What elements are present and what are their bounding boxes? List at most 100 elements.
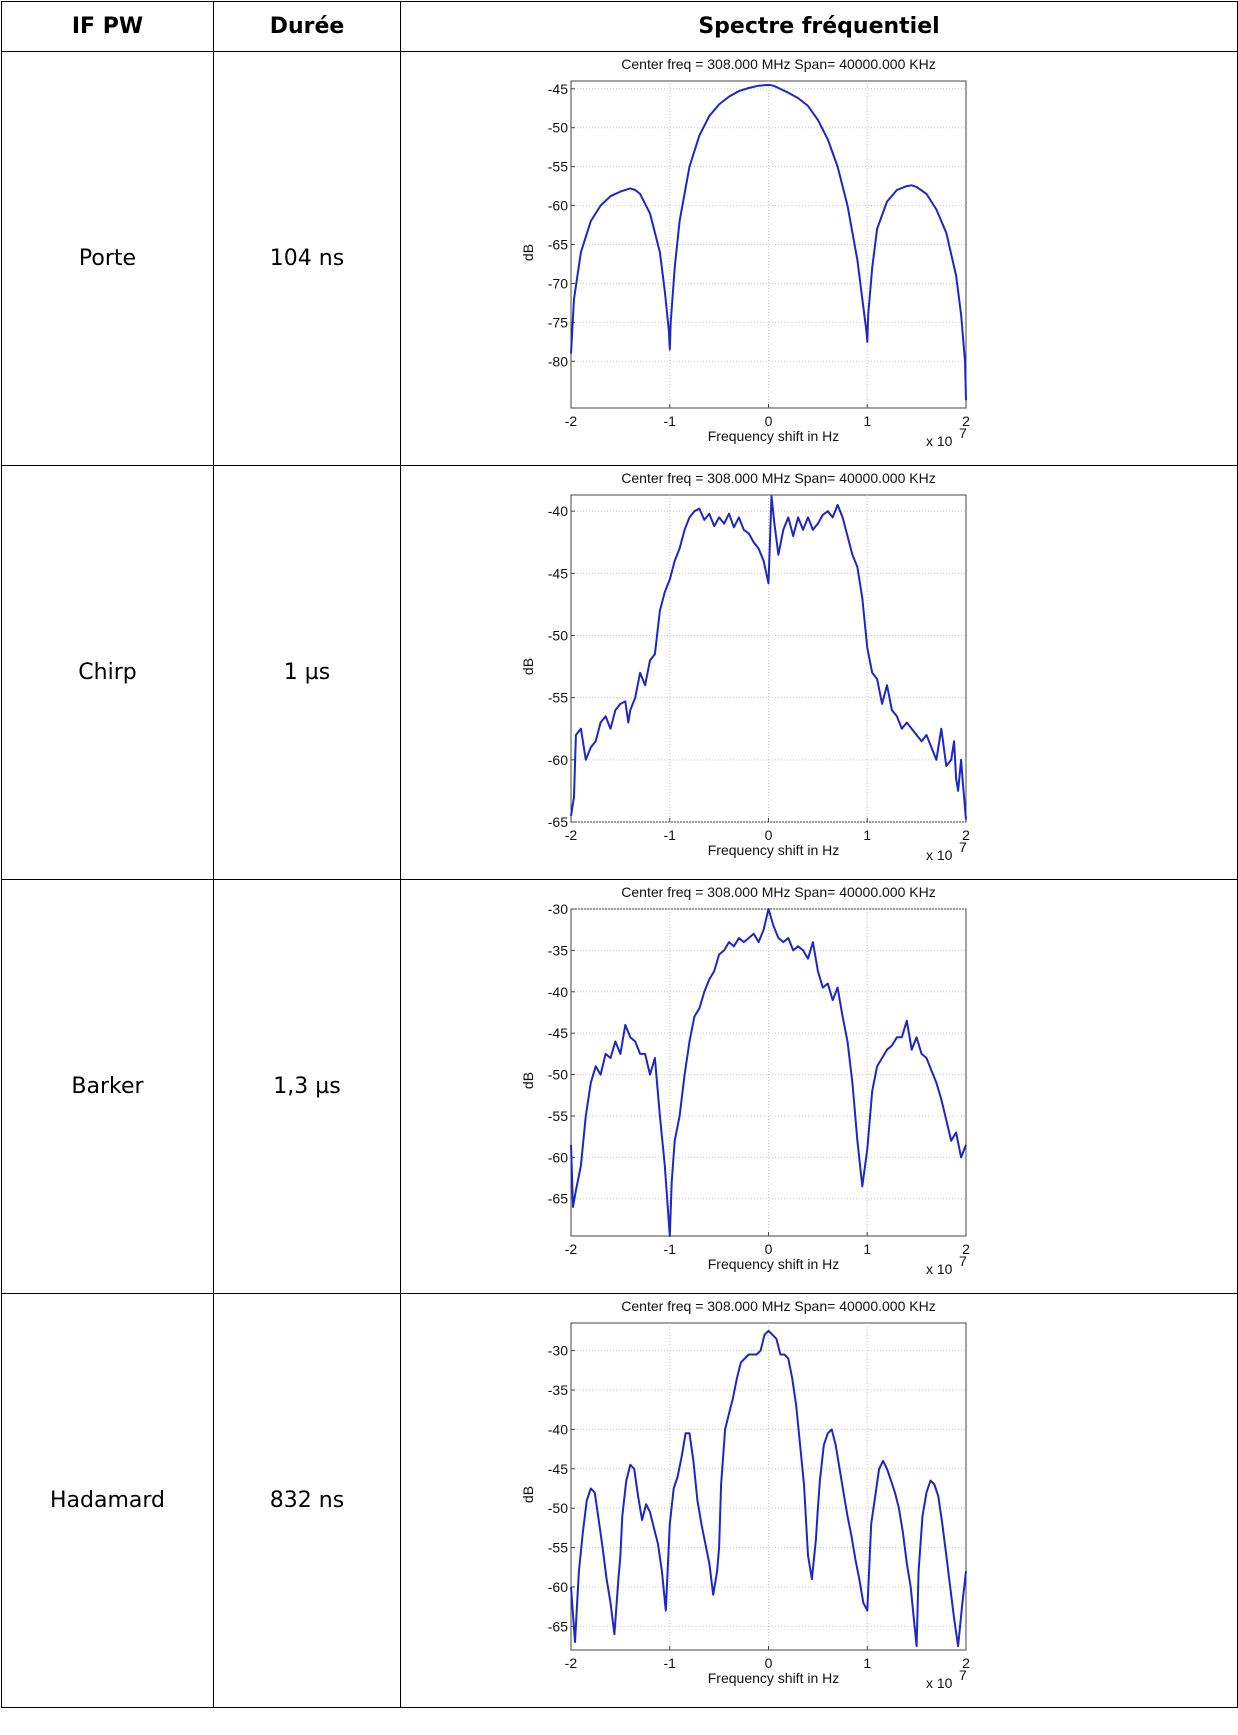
y-tick-label: -55 (548, 158, 568, 174)
chart-title: Center freq = 308.000 MHz Span= 40000.00… (621, 56, 935, 72)
header-duree: Durée (213, 1, 401, 52)
table-row: Porte 104 ns Center freq = 308.000 MHz S… (1, 51, 1238, 466)
y-tick-label: -35 (548, 1381, 568, 1397)
y-tick-label: -65 (548, 236, 568, 252)
x-tick-label: 1 (863, 827, 871, 843)
x-exponent-label: 7 (959, 1253, 967, 1269)
x-tick-label: 1 (863, 1655, 871, 1671)
header-row: IF PW Durée Spectre fréquentiel (1, 1, 1238, 52)
row-duration: 104 ns (213, 51, 401, 466)
chart-title: Center freq = 308.000 MHz Span= 40000.00… (621, 470, 935, 486)
y-axis-label: dB (520, 1071, 536, 1088)
plot-area (570, 908, 967, 1236)
x-tick-label: -1 (664, 413, 677, 429)
x-exponent-label: 7 (959, 1667, 967, 1683)
y-tick-label: -40 (548, 503, 568, 519)
y-tick-label: -45 (548, 80, 568, 96)
spectrum-cell: Center freq = 308.000 MHz Span= 40000.00… (400, 51, 1238, 466)
y-tick-label: -50 (548, 1500, 568, 1516)
x-multiplier-label: x 10 (926, 1675, 953, 1691)
y-tick-label: -70 (548, 275, 568, 291)
x-tick-label: 0 (765, 1655, 773, 1671)
x-exponent-label: 7 (959, 425, 967, 441)
y-tick-label: -60 (548, 1578, 568, 1594)
table-row: Barker 1,3 µs Center freq = 308.000 MHz … (1, 879, 1238, 1294)
x-axis-label: Frequency shift in Hz (708, 428, 840, 444)
x-tick-label: 0 (765, 413, 773, 429)
x-tick-label: -1 (664, 1241, 677, 1257)
row-name: Porte (1, 51, 214, 466)
plot-area (570, 1322, 967, 1650)
plot-area (570, 80, 967, 408)
row-duration: 1,3 µs (213, 879, 401, 1294)
y-tick-label: -40 (548, 983, 568, 999)
y-tick-label: -50 (548, 119, 568, 135)
spectrum-cell: Center freq = 308.000 MHz Span= 40000.00… (400, 465, 1238, 880)
x-tick-label: -1 (664, 1655, 677, 1671)
y-tick-label: -30 (548, 901, 568, 917)
spectrum-chart: Center freq = 308.000 MHz Span= 40000.00… (520, 884, 970, 1277)
chart-title: Center freq = 308.000 MHz Span= 40000.00… (621, 1298, 935, 1314)
table-row: Hadamard 832 ns Center freq = 308.000 MH… (1, 1293, 1238, 1708)
y-tick-label: -65 (548, 1190, 568, 1206)
y-tick-label: -55 (548, 689, 568, 705)
plot-area (570, 494, 967, 822)
y-tick-label: -55 (548, 1107, 568, 1123)
x-multiplier-label: x 10 (926, 847, 953, 863)
y-axis-label: dB (520, 243, 536, 260)
spectrum-line (570, 83, 967, 400)
y-axis-label: dB (520, 1485, 536, 1502)
y-tick-label: -50 (548, 627, 568, 643)
x-tick-label: 0 (765, 827, 773, 843)
x-tick-label: -1 (664, 827, 677, 843)
x-tick-label: -2 (565, 1655, 578, 1671)
spectrum-chart: Center freq = 308.000 MHz Span= 40000.00… (520, 1298, 970, 1691)
y-tick-label: -65 (548, 1618, 568, 1634)
y-tick-label: -45 (548, 565, 568, 581)
x-multiplier-label: x 10 (926, 1261, 953, 1277)
x-axis-label: Frequency shift in Hz (708, 1256, 840, 1272)
x-tick-label: 2 (962, 827, 970, 843)
y-axis-label: dB (520, 657, 536, 674)
y-tick-label: -65 (548, 814, 568, 830)
x-tick-label: 1 (863, 1241, 871, 1257)
x-tick-label: 1 (863, 413, 871, 429)
header-spectre: Spectre fréquentiel (400, 1, 1238, 52)
spectrum-line (570, 494, 967, 820)
y-tick-label: -50 (548, 1066, 568, 1082)
y-tick-label: -45 (548, 1460, 568, 1476)
header-if-pw: IF PW (1, 1, 214, 52)
spectrum-chart: Center freq = 308.000 MHz Span= 40000.00… (520, 470, 970, 863)
y-tick-label: -60 (548, 197, 568, 213)
x-tick-label: 2 (962, 413, 970, 429)
table-row: Chirp 1 µs Center freq = 308.000 MHz Spa… (1, 465, 1238, 880)
x-tick-label: -2 (565, 413, 578, 429)
spectrum-cell: Center freq = 308.000 MHz Span= 40000.00… (400, 1293, 1238, 1708)
y-tick-label: -60 (548, 1149, 568, 1165)
row-duration: 832 ns (213, 1293, 401, 1708)
spectrum-line (570, 1329, 967, 1647)
x-tick-label: 0 (765, 1241, 773, 1257)
x-tick-label: -2 (565, 1241, 578, 1257)
row-name: Chirp (1, 465, 214, 880)
x-axis-label: Frequency shift in Hz (708, 842, 840, 858)
y-tick-label: -35 (548, 942, 568, 958)
spectrum-line (570, 907, 967, 1237)
x-tick-label: 2 (962, 1241, 970, 1257)
x-axis-label: Frequency shift in Hz (708, 1670, 840, 1686)
spectrum-chart: Center freq = 308.000 MHz Span= 40000.00… (520, 56, 970, 449)
row-name: Barker (1, 879, 214, 1294)
y-tick-label: -30 (548, 1342, 568, 1358)
x-tick-label: 2 (962, 1655, 970, 1671)
y-tick-label: -80 (548, 353, 568, 369)
y-tick-label: -55 (548, 1539, 568, 1555)
row-duration: 1 µs (213, 465, 401, 880)
spectrum-cell: Center freq = 308.000 MHz Span= 40000.00… (400, 879, 1238, 1294)
chart-title: Center freq = 308.000 MHz Span= 40000.00… (621, 884, 935, 900)
y-tick-label: -45 (548, 1025, 568, 1041)
row-name: Hadamard (1, 1293, 214, 1708)
x-exponent-label: 7 (959, 839, 967, 855)
y-tick-label: -75 (548, 314, 568, 330)
y-tick-label: -40 (548, 1421, 568, 1437)
